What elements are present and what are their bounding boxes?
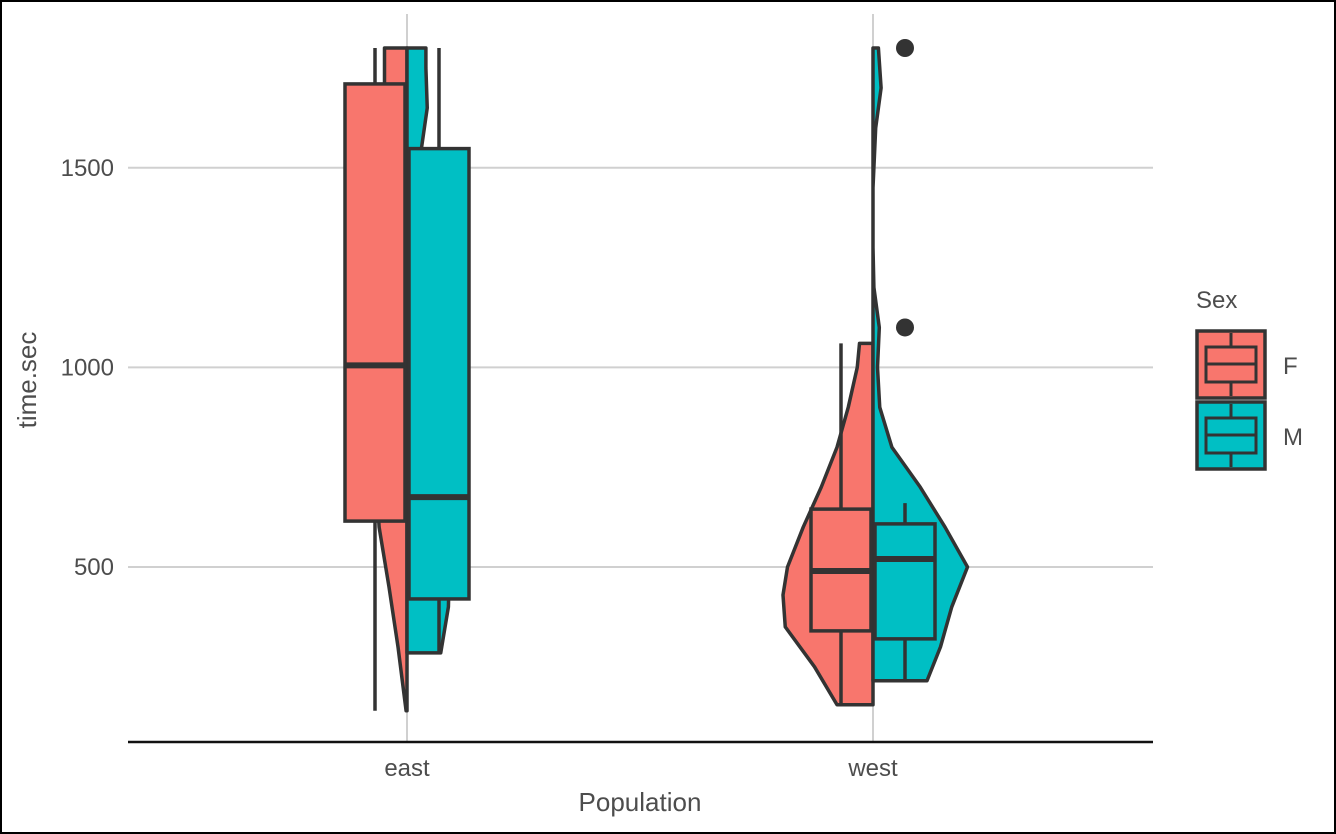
x-tick-label: east xyxy=(384,755,430,782)
legend-label: F xyxy=(1283,353,1298,380)
box xyxy=(343,82,407,523)
legend-title: Sex xyxy=(1196,287,1237,314)
y-axis-title: time.sec xyxy=(12,332,42,429)
legend-entry-M: M xyxy=(1195,400,1303,471)
box-layer xyxy=(343,39,937,711)
y-tick-label: 1000 xyxy=(61,354,114,381)
box xyxy=(407,146,471,601)
x-axis-title: Population xyxy=(579,787,702,817)
legend-label: M xyxy=(1283,424,1303,451)
outlier-point xyxy=(896,39,914,57)
boxplot-F-west xyxy=(809,343,873,705)
y-tick-label: 1500 xyxy=(61,155,114,182)
boxplot-M-east xyxy=(407,48,471,653)
x-tick-label: west xyxy=(847,755,898,782)
boxplot-F-east xyxy=(343,48,407,711)
legend-entry-F: F xyxy=(1195,329,1298,400)
boxplot-M-west xyxy=(873,39,937,681)
x-tick-labels: east west xyxy=(384,755,898,782)
y-tick-labels: 500 1000 1500 xyxy=(61,155,114,581)
legend-entries: FM xyxy=(1195,329,1303,471)
box xyxy=(873,522,937,641)
outlier-point xyxy=(896,318,914,337)
y-tick-label: 500 xyxy=(74,554,114,581)
legend: Sex FM xyxy=(1195,287,1303,471)
